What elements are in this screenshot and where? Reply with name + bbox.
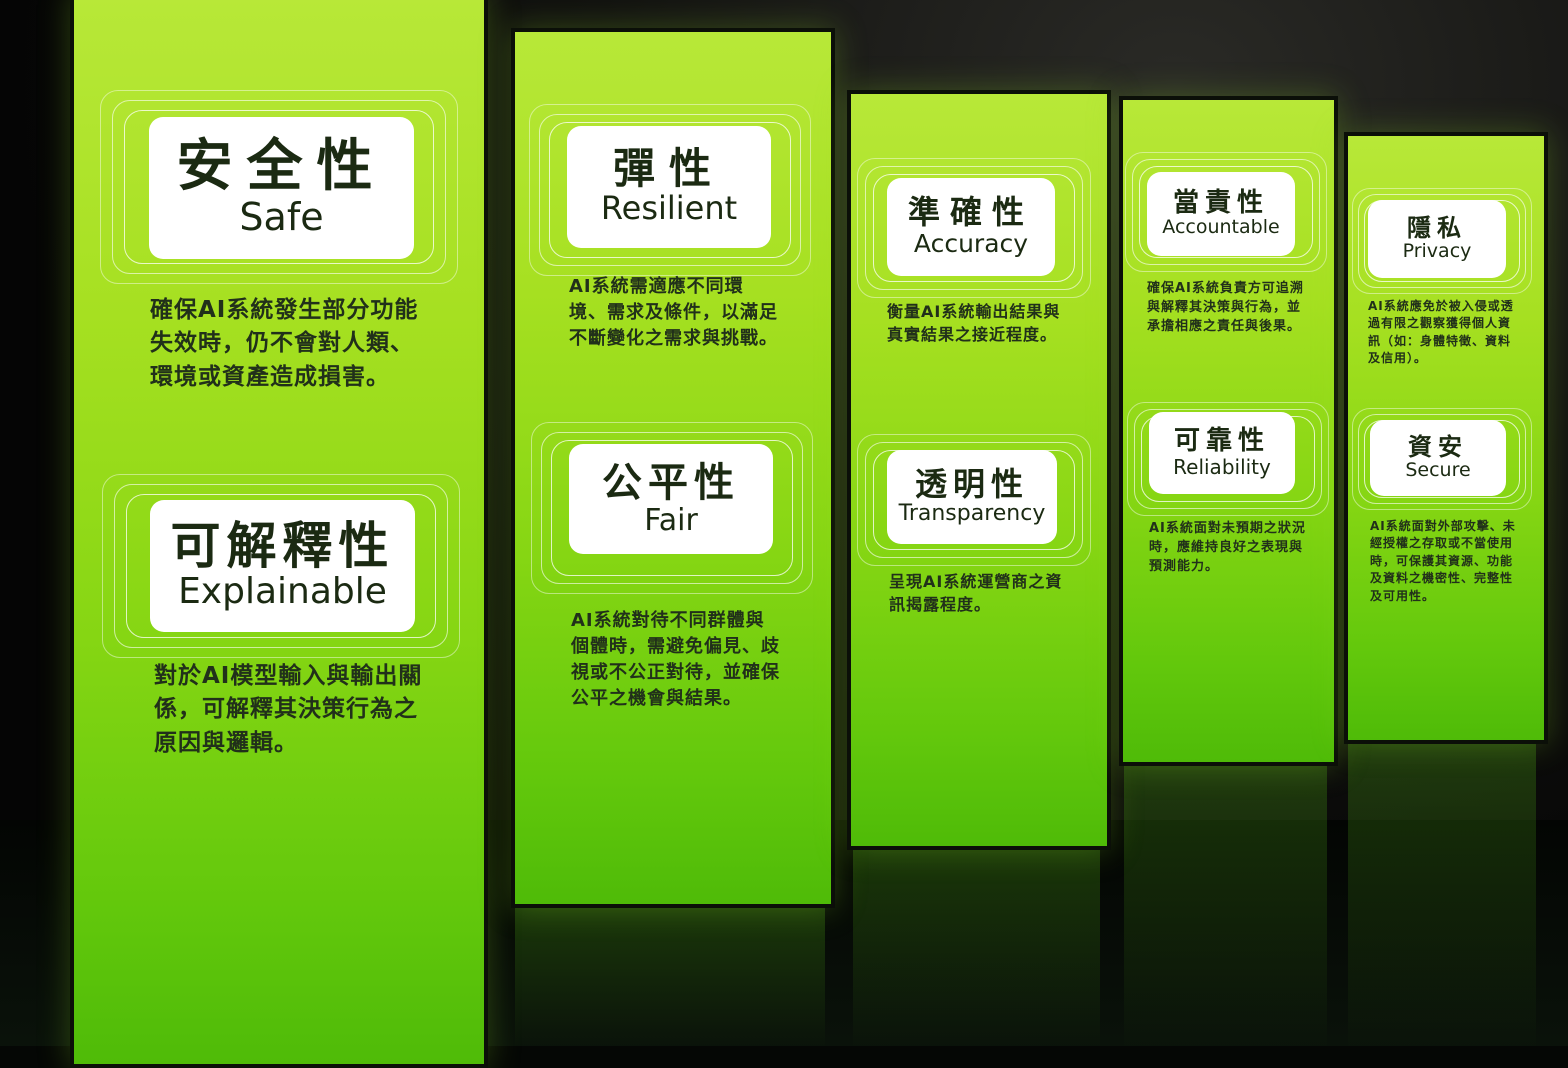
title-frame xyxy=(1358,414,1526,504)
principle-title-zh: 當責性 xyxy=(1172,187,1269,218)
display-panel-resilient-fair: 彈性 Resilient AI系統需適應不同環境、需求及條件，以滿足不斷變化之需… xyxy=(511,28,835,908)
principle-title-en: Accountable xyxy=(1162,216,1280,239)
title-frame xyxy=(100,90,458,284)
principle-title-zh: 透明性 xyxy=(914,465,1029,504)
principle-title-zh: 可解釋性 xyxy=(170,516,395,575)
principle-title-card: 安全性 Safe xyxy=(149,117,414,259)
display-panel-accuracy-transparency: 準確性 Accuracy 衡量AI系統輸出結果與真實結果之接近程度。 透明性 T… xyxy=(847,90,1111,850)
principle-title-en: Safe xyxy=(239,194,324,239)
panel-reflection xyxy=(853,843,1100,1046)
principle-description: 確保AI系統負責方可追溯與解釋其決策與行為，並承擔相應之責任與後果。 xyxy=(1147,281,1304,334)
principle-title-zh: 資安 xyxy=(1408,432,1468,461)
principle-description: 衡量AI系統輸出結果與真實結果之接近程度。 xyxy=(887,302,1061,345)
title-frame xyxy=(865,442,1083,558)
title-frame xyxy=(539,114,801,266)
title-frame xyxy=(1358,194,1526,288)
principle-description: 對於AI模型輸入與輸出關係，可解釋其決策行為之原因與邏輯。 xyxy=(154,663,423,756)
principle-section: 當責性 Accountable 確保AI系統負責方可追溯與解釋其決策與行為，並承… xyxy=(1123,100,1334,400)
principle-section: 隱私 Privacy AI系統應免於被入侵或透過有限之觀察獲得個人資訊（如：身體… xyxy=(1348,136,1544,406)
principle-title-card: 可解釋性 Explainable xyxy=(150,500,415,632)
principle-title-zh: 彈性 xyxy=(612,144,725,194)
title-frame xyxy=(1139,166,1313,258)
principle-section: 透明性 Transparency 呈現AI系統運營商之資訊揭露程度。 xyxy=(851,424,1107,844)
principle-description: AI系統需適應不同環境、需求及條件，以滿足不斷變化之需求與挑戰。 xyxy=(569,276,778,350)
principle-title-card: 當責性 Accountable xyxy=(1147,172,1295,256)
principle-title-card: 準確性 Accuracy xyxy=(887,178,1055,276)
principle-title-en: Accuracy xyxy=(913,229,1029,259)
title-frame xyxy=(857,434,1091,566)
display-panel-safe-explainable: 安全性 Safe 確保AI系統發生部分功能失效時，仍不會對人類、環境或資產造成損… xyxy=(70,0,488,1068)
principle-title-en: Privacy xyxy=(1402,240,1472,263)
title-frame xyxy=(1132,159,1320,265)
title-frame xyxy=(114,484,448,648)
principle-description: 確保AI系統發生部分功能失效時，仍不會對人類、環境或資產造成損害。 xyxy=(150,297,419,390)
principle-title-card: 可靠性 Reliability xyxy=(1149,412,1295,494)
title-frame xyxy=(873,174,1075,282)
principle-section: 彈性 Resilient AI系統需適應不同環境、需求及條件，以滿足不斷變化之需… xyxy=(515,32,831,432)
display-panel-privacy-secure: 隱私 Privacy AI系統應免於被入侵或透過有限之觀察獲得個人資訊（如：身體… xyxy=(1344,132,1548,744)
principle-title-card: 公平性 Fair xyxy=(569,444,773,554)
principle-title-zh: 公平性 xyxy=(602,459,740,506)
title-frame xyxy=(1125,152,1327,272)
title-frame xyxy=(124,110,434,264)
title-frame xyxy=(531,422,813,594)
title-frame xyxy=(529,104,811,276)
panel-reflection xyxy=(1348,738,1536,1046)
panel-reflection xyxy=(515,900,825,1046)
principle-title-zh: 隱私 xyxy=(1407,213,1467,242)
principle-description: AI系統面對外部攻擊、未經授權之存取或不當使用時，可保護其資源、功能及資料之機密… xyxy=(1370,519,1516,603)
title-frame xyxy=(1127,402,1329,516)
principle-title-en: Resilient xyxy=(600,189,738,228)
principle-section: 資安 Secure AI系統面對外部攻擊、未經授權之存取或不當使用時，可保護其資… xyxy=(1348,402,1544,732)
principle-section: 安全性 Safe 確保AI系統發生部分功能失效時，仍不會對人類、環境或資產造成損… xyxy=(74,0,484,454)
title-frame xyxy=(1352,188,1532,294)
title-frame xyxy=(1134,409,1322,509)
principle-title-en: Fair xyxy=(644,502,698,538)
title-frame xyxy=(102,474,460,658)
title-frame xyxy=(857,158,1091,298)
principle-title-card: 透明性 Transparency xyxy=(887,450,1057,544)
title-frame xyxy=(112,100,446,274)
principle-title-en: Transparency xyxy=(898,500,1046,526)
display-panel-accountable-reliability: 當責性 Accountable 確保AI系統負責方可追溯與解釋其決策與行為，並承… xyxy=(1119,96,1338,766)
principle-title-en: Reliability xyxy=(1173,454,1271,479)
title-frame xyxy=(126,494,436,638)
principle-title-en: Secure xyxy=(1405,459,1471,482)
title-frame xyxy=(551,440,793,576)
principle-section: 可靠性 Reliability AI系統面對未預期之狀況時，應維持良好之表現與預… xyxy=(1123,390,1334,750)
title-frame xyxy=(865,166,1083,290)
principle-title-zh: 可靠性 xyxy=(1173,426,1270,457)
principle-section: 公平性 Fair AI系統對待不同群體與個體時，需避免偏見、歧視或不公正對待，並… xyxy=(515,412,831,872)
principle-title-card: 彈性 Resilient xyxy=(567,126,771,248)
principle-title-card: 資安 Secure xyxy=(1370,420,1506,496)
principle-section: 準確性 Accuracy 衡量AI系統輸出結果與真實結果之接近程度。 xyxy=(851,94,1107,424)
principle-description: AI系統對待不同群體與個體時，需避免偏見、歧視或不公正對待，並確保公平之機會與結… xyxy=(571,610,780,710)
principle-title-en: Explainable xyxy=(178,571,387,613)
principle-description: AI系統應免於被入侵或透過有限之觀察獲得個人資訊（如：身體特徵、資料及信用）。 xyxy=(1368,299,1514,366)
principle-title-zh: 準確性 xyxy=(907,193,1034,232)
title-frame xyxy=(541,432,803,584)
principle-title-card: 隱私 Privacy xyxy=(1368,200,1506,278)
title-frame xyxy=(549,122,791,258)
principle-description: 呈現AI系統運營商之資訊揭露程度。 xyxy=(889,572,1063,615)
principle-description: AI系統面對未預期之狀況時，應維持良好之表現與預測能力。 xyxy=(1149,521,1306,574)
principle-title-zh: 安全性 xyxy=(176,133,387,199)
panel-reflection xyxy=(1124,760,1327,1046)
title-frame xyxy=(1352,408,1532,510)
principle-section: 可解釋性 Explainable 對於AI模型輸入與輸出關係，可解釋其決策行為之… xyxy=(74,464,484,924)
